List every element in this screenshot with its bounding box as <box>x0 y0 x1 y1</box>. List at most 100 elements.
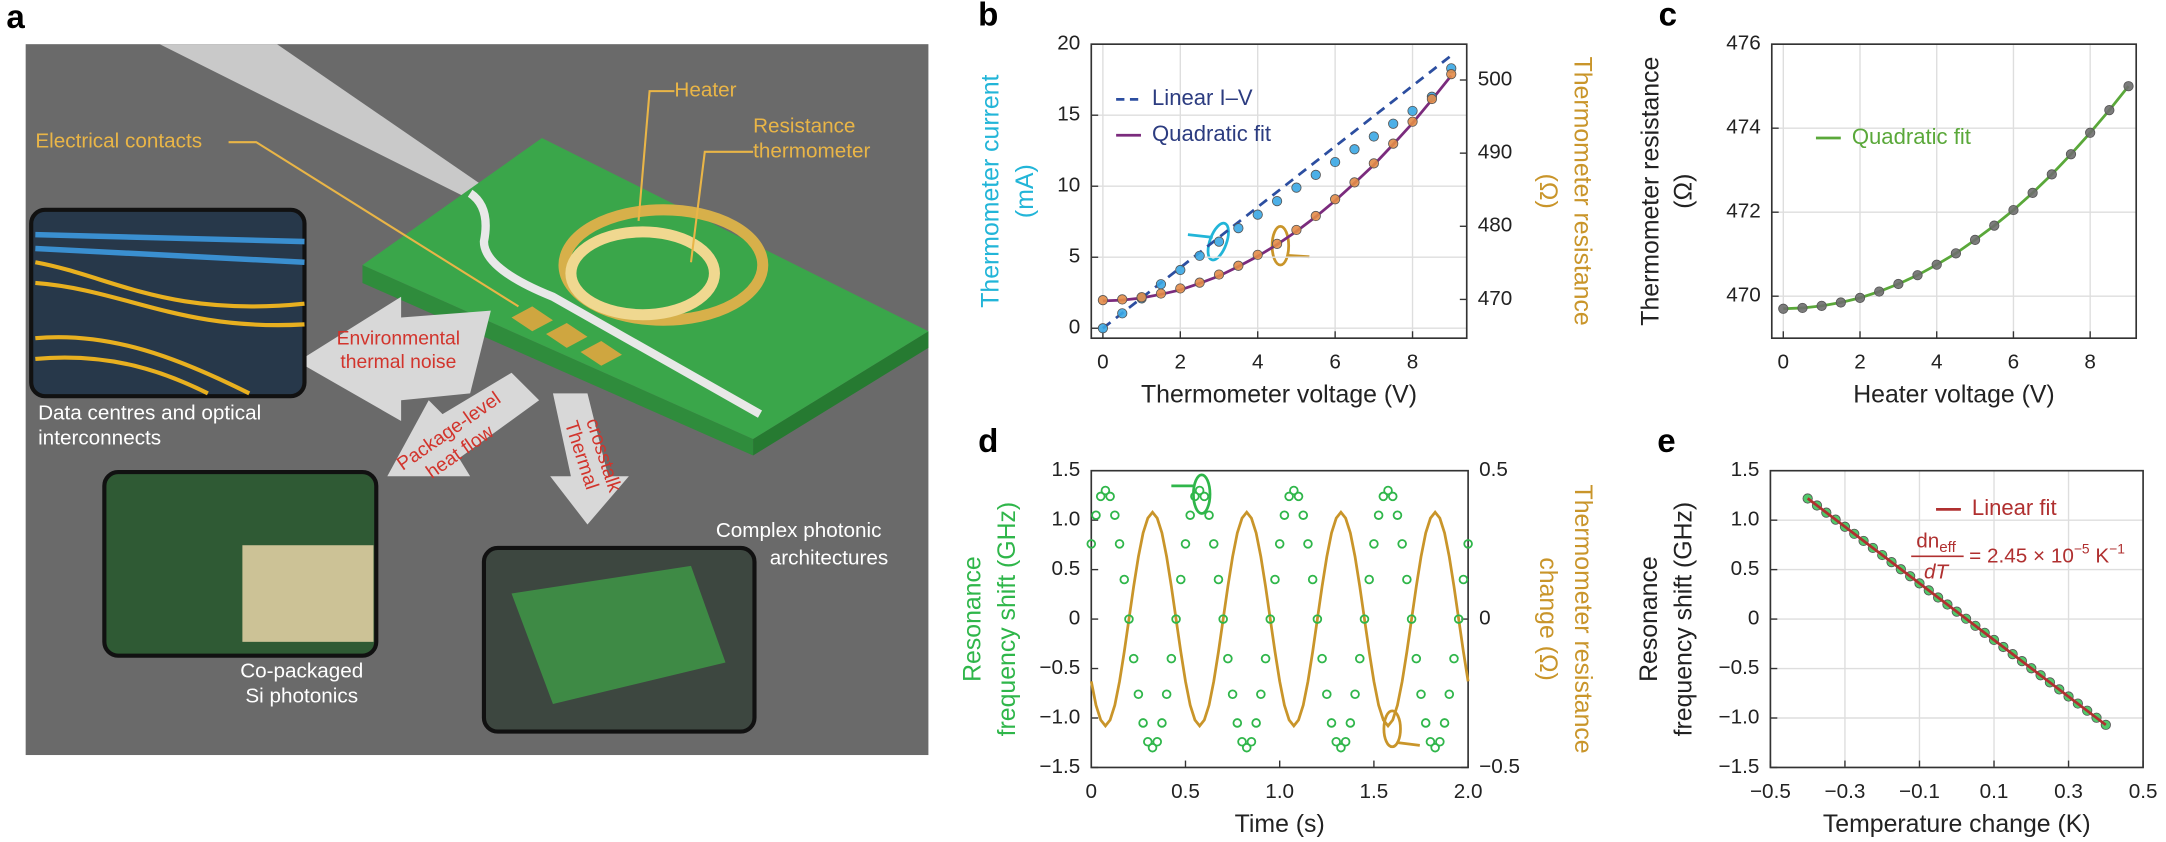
panel-label: b <box>978 0 998 33</box>
marker <box>1114 539 1125 549</box>
marker <box>1274 539 1285 549</box>
arrow <box>1187 233 1213 239</box>
leader-line <box>637 90 675 221</box>
y2-axis-label: change (Ω) <box>1534 557 1561 680</box>
marker <box>1246 736 1257 747</box>
plot-frame <box>1090 469 1469 769</box>
y2-axis-label: (Ω) <box>1534 174 1561 209</box>
series-marker-ellipse <box>1382 709 1402 749</box>
marker <box>1388 118 1399 129</box>
marker <box>1307 574 1318 585</box>
x-tick-label: 8 <box>1407 350 1419 373</box>
marker <box>1271 196 1283 207</box>
x-tick-label: −0.1 <box>1899 780 1940 803</box>
marker <box>1310 210 1321 222</box>
marker <box>1138 718 1148 728</box>
marker <box>1097 295 1109 306</box>
marker <box>1155 288 1167 299</box>
y2-axis-label: Thermometer resistance <box>1569 57 1596 326</box>
x-tick-label: 1.5 <box>1360 780 1389 803</box>
marker <box>1449 653 1459 664</box>
marker <box>1931 259 1942 270</box>
marker <box>1086 539 1097 549</box>
marker <box>1124 614 1134 624</box>
marker <box>1874 286 1885 297</box>
connector <box>242 545 374 642</box>
marker <box>1835 297 1846 308</box>
marker <box>1816 300 1827 311</box>
marker <box>1256 689 1266 700</box>
y2-axis-label: Thermometer resistance <box>1569 485 1596 754</box>
marker <box>1227 689 1238 700</box>
marker <box>1252 209 1263 220</box>
cables <box>35 231 305 266</box>
arrow <box>1287 253 1310 259</box>
y-tick-label: 0.5 <box>1051 557 1080 580</box>
x-axis-label: Heater voltage (V) <box>1853 382 2054 409</box>
marker <box>1152 736 1162 747</box>
y2-tick-label: 480 <box>1478 214 1513 237</box>
marker <box>1330 156 1341 168</box>
marker <box>1117 308 1128 319</box>
marker <box>2104 105 2115 116</box>
marker <box>1310 169 1321 180</box>
label: interconnects <box>38 426 161 449</box>
marker <box>1349 177 1360 188</box>
marker <box>1252 249 1263 260</box>
marker <box>1350 689 1360 700</box>
marker <box>1136 292 1147 303</box>
arrow <box>297 296 491 421</box>
annotation-part: −1 <box>2109 541 2125 556</box>
marker <box>1289 485 1299 496</box>
annotation-part: K <box>2090 545 2110 568</box>
marker <box>1241 742 1252 753</box>
marker <box>1237 736 1247 747</box>
annotation-part: = 2.45 × 10 <box>1969 545 2074 568</box>
fibres <box>34 260 305 396</box>
y-axis-label: frequency shift (GHz) <box>994 502 1021 737</box>
marker <box>1213 574 1224 585</box>
chart: b 0 2 4 6 8 0 5 10 15 20 470 480 490 500 Thermometer vo… <box>977 0 1595 409</box>
marker <box>1797 302 1808 314</box>
y-tick-label: 1.5 <box>1731 458 1760 481</box>
marker <box>1194 250 1205 261</box>
marker <box>1091 510 1101 520</box>
marker <box>2008 204 2019 216</box>
marker <box>1458 574 1469 585</box>
y-tick-label: 20 <box>1057 32 1080 55</box>
x-tick-label: 0.1 <box>1980 780 2009 803</box>
thermometer-ring <box>565 226 720 321</box>
label: Resistance <box>753 114 855 137</box>
marker <box>1340 736 1351 747</box>
panel-label: d <box>978 423 998 460</box>
legend-label: Quadratic fit <box>1852 124 1971 149</box>
y-axis-label: Resonance <box>1636 556 1663 682</box>
marker <box>1100 485 1111 496</box>
marker <box>1175 283 1186 294</box>
panel-label: a <box>6 0 25 36</box>
x-tick-label: 0.5 <box>1171 780 1200 803</box>
marker <box>1105 491 1115 502</box>
marker <box>1110 510 1120 520</box>
marker <box>1284 491 1294 502</box>
y-axis-label: (Ω) <box>1670 174 1697 209</box>
y-tick-label: 15 <box>1057 103 1080 126</box>
x-tick-label: −0.5 <box>1750 780 1791 803</box>
y-tick-label: 474 <box>1726 116 1761 139</box>
marker <box>1233 222 1244 234</box>
marker <box>1439 718 1450 728</box>
label: Co-packaged <box>240 660 363 683</box>
label: Si photonics <box>245 685 358 708</box>
plot-frame <box>1770 43 2138 340</box>
label: Complex photonic <box>716 519 882 542</box>
y-tick-label: −0.5 <box>1039 656 1080 679</box>
series-marker-ellipse <box>1192 473 1212 515</box>
x-tick-label: 2 <box>1854 350 1866 373</box>
heater-ring <box>558 204 769 326</box>
marker <box>1368 158 1379 169</box>
y-tick-label: 0.5 <box>1731 557 1760 580</box>
marker <box>1204 510 1214 520</box>
marker <box>1260 653 1271 664</box>
marker <box>1213 236 1225 247</box>
